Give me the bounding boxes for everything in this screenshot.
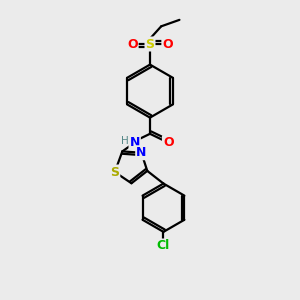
Text: S: S <box>146 38 154 50</box>
Text: H: H <box>122 136 129 146</box>
Text: N: N <box>130 136 140 149</box>
Text: O: O <box>163 136 174 149</box>
Text: O: O <box>127 38 138 50</box>
Text: Cl: Cl <box>157 239 170 253</box>
Text: O: O <box>162 38 173 50</box>
Text: S: S <box>110 166 119 178</box>
Text: N: N <box>136 146 147 159</box>
